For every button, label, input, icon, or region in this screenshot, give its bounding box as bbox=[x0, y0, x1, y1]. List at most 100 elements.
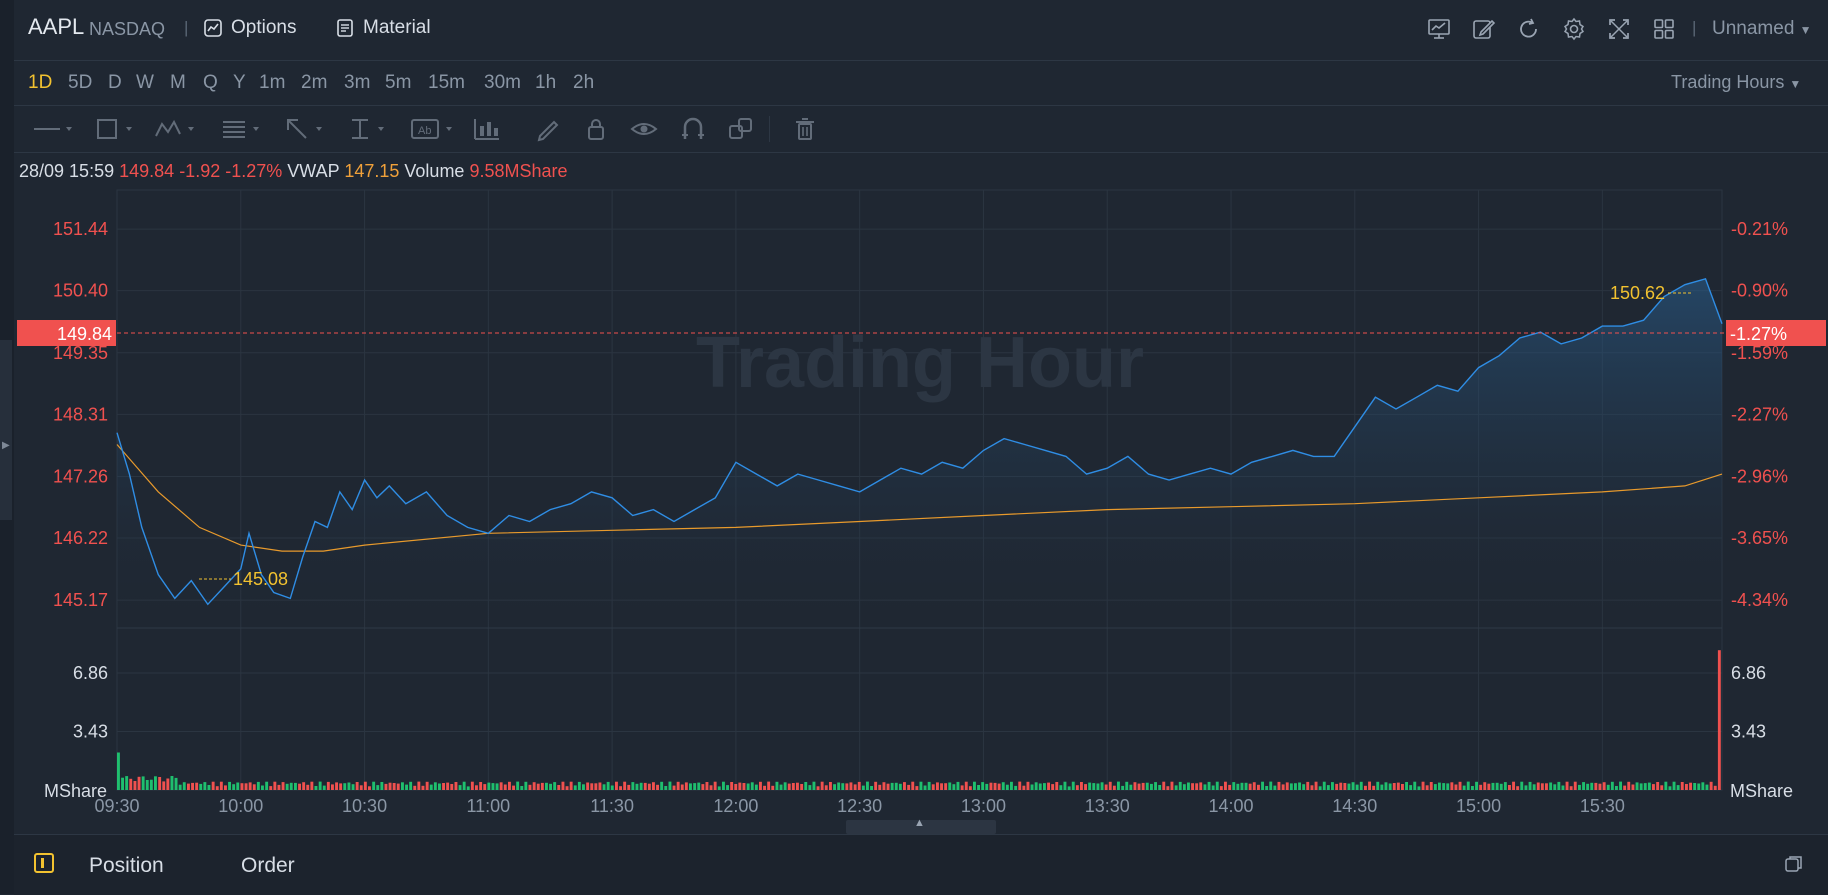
timeframe-y[interactable]: Y bbox=[233, 72, 246, 93]
volume-bar bbox=[726, 785, 729, 790]
tab-position[interactable]: Position bbox=[89, 854, 164, 877]
timeframe-2m[interactable]: 2m bbox=[301, 72, 328, 93]
layout-name-dropdown[interactable]: Unnamed ▼ bbox=[1712, 18, 1812, 40]
volume-bar bbox=[528, 784, 532, 790]
volume-bar bbox=[1302, 784, 1306, 790]
edit-icon[interactable] bbox=[1471, 16, 1497, 42]
refresh-icon[interactable] bbox=[1516, 16, 1542, 42]
timeframe-5d[interactable]: 5D bbox=[68, 72, 93, 93]
visibility-eye-icon[interactable] bbox=[629, 116, 659, 142]
timeframe-d[interactable]: D bbox=[108, 72, 122, 93]
volume-bar bbox=[1355, 784, 1359, 790]
volume-bar bbox=[1248, 783, 1252, 790]
timeframe-5m[interactable]: 5m bbox=[385, 72, 412, 93]
timeframe-15m[interactable]: 15m bbox=[428, 72, 465, 93]
volume-bar bbox=[1273, 785, 1277, 790]
time-axis-tick: 15:30 bbox=[1580, 796, 1625, 816]
settings-icon[interactable] bbox=[1561, 16, 1587, 42]
pencil-icon[interactable] bbox=[534, 116, 564, 142]
volume-bar bbox=[516, 781, 520, 790]
arrow-tool-icon[interactable] bbox=[284, 116, 328, 142]
volume-bar bbox=[944, 783, 948, 790]
volume-bar bbox=[956, 781, 960, 790]
text-tool-icon[interactable]: Ab bbox=[410, 116, 458, 142]
pattern-tool-icon[interactable] bbox=[154, 116, 198, 142]
volume-bar bbox=[693, 783, 697, 790]
volume-bar bbox=[1240, 782, 1244, 790]
volume-bar bbox=[1639, 783, 1643, 790]
material-menu[interactable]: Material bbox=[335, 17, 431, 39]
material-label: Material bbox=[363, 17, 431, 38]
measure-tool-icon[interactable] bbox=[346, 116, 390, 142]
lock-icon[interactable] bbox=[581, 116, 611, 142]
pct-axis-tick: -3.65% bbox=[1731, 528, 1788, 548]
tab-order[interactable]: Order bbox=[241, 854, 295, 877]
left-panel-handle[interactable] bbox=[0, 340, 12, 520]
volume-bar bbox=[384, 783, 388, 790]
volume-bar bbox=[1298, 782, 1301, 790]
timeframe-q[interactable]: Q bbox=[203, 72, 218, 93]
current-pct-tag: -1.27% bbox=[1730, 324, 1787, 344]
volume-bar bbox=[750, 782, 754, 790]
vwap-line-group bbox=[116, 444, 1723, 552]
volume-bar bbox=[561, 781, 565, 790]
timeframe-2h[interactable]: 2h bbox=[573, 72, 595, 93]
symbol-ticker[interactable]: AAPL bbox=[28, 14, 85, 39]
volume-bar bbox=[298, 783, 301, 790]
rectangle-tool-icon[interactable] bbox=[94, 116, 138, 142]
left-collapse-strip[interactable]: ▶ bbox=[0, 0, 14, 894]
volume-bar bbox=[1141, 782, 1145, 790]
timeframe-1h[interactable]: 1h bbox=[535, 72, 557, 93]
fullscreen-icon[interactable] bbox=[1606, 16, 1632, 42]
volume-bar bbox=[261, 785, 264, 790]
timeframe-1d[interactable]: 1D bbox=[28, 72, 53, 93]
volume-bar bbox=[145, 780, 149, 790]
volume-bar bbox=[392, 783, 396, 790]
session-dropdown[interactable]: Trading Hours ▼ bbox=[1671, 72, 1801, 93]
volume-bar bbox=[401, 782, 404, 790]
time-axis-tick: 15:00 bbox=[1456, 796, 1501, 816]
expand-arrow-icon[interactable]: ▶ bbox=[2, 440, 10, 451]
volume-bar bbox=[722, 781, 725, 790]
timeframe-1m[interactable]: 1m bbox=[259, 72, 286, 93]
timeframe-30m[interactable]: 30m bbox=[484, 72, 521, 93]
volume-bar bbox=[565, 786, 569, 790]
pct-axis-tick: -0.90% bbox=[1731, 281, 1788, 301]
price-chart[interactable]: Trading Hour 151.44 150.40 149.35 148.31 147… bbox=[0, 0, 1828, 830]
magnet-icon[interactable] bbox=[678, 116, 708, 142]
duplicate-icon[interactable] bbox=[726, 116, 756, 142]
volume-bar bbox=[413, 785, 417, 790]
timeframe-3m[interactable]: 3m bbox=[344, 72, 371, 93]
volume-bar bbox=[252, 784, 256, 790]
tool-divider bbox=[769, 116, 770, 142]
volume-bar bbox=[1281, 784, 1285, 790]
volume-bar bbox=[1137, 783, 1141, 790]
popout-window-icon[interactable] bbox=[1785, 855, 1803, 873]
indicator-tool-icon[interactable] bbox=[472, 116, 502, 142]
panel-resize-handle[interactable]: ▲ bbox=[846, 817, 996, 834]
volume-bar bbox=[1047, 782, 1050, 790]
volume-bar bbox=[1438, 782, 1441, 790]
volume-bar bbox=[310, 781, 314, 790]
position-panel-icon[interactable] bbox=[34, 853, 54, 873]
volume-bar bbox=[1343, 783, 1347, 790]
volume-bar bbox=[302, 782, 306, 790]
volume-bar bbox=[1174, 785, 1178, 790]
volume-bar bbox=[1479, 784, 1483, 790]
volume-bar bbox=[487, 782, 491, 790]
timeframe-w[interactable]: W bbox=[136, 72, 154, 93]
volume-bar bbox=[1145, 782, 1149, 790]
volume-bar bbox=[1055, 782, 1059, 790]
layout-grid-icon[interactable] bbox=[1651, 16, 1677, 42]
options-menu[interactable]: Options bbox=[203, 17, 296, 39]
volume-bar bbox=[495, 783, 499, 790]
chevron-up-icon: ▲ bbox=[914, 817, 925, 829]
fibonacci-tool-icon[interactable] bbox=[220, 116, 264, 142]
volume-bar bbox=[1314, 781, 1318, 790]
trash-icon[interactable] bbox=[790, 116, 820, 142]
time-axis-tick: 10:30 bbox=[342, 796, 387, 816]
line-tool-icon[interactable] bbox=[32, 116, 76, 142]
volume-bar bbox=[1578, 784, 1581, 790]
timeframe-m[interactable]: M bbox=[170, 72, 186, 93]
chart-type-icon[interactable] bbox=[1426, 16, 1452, 42]
